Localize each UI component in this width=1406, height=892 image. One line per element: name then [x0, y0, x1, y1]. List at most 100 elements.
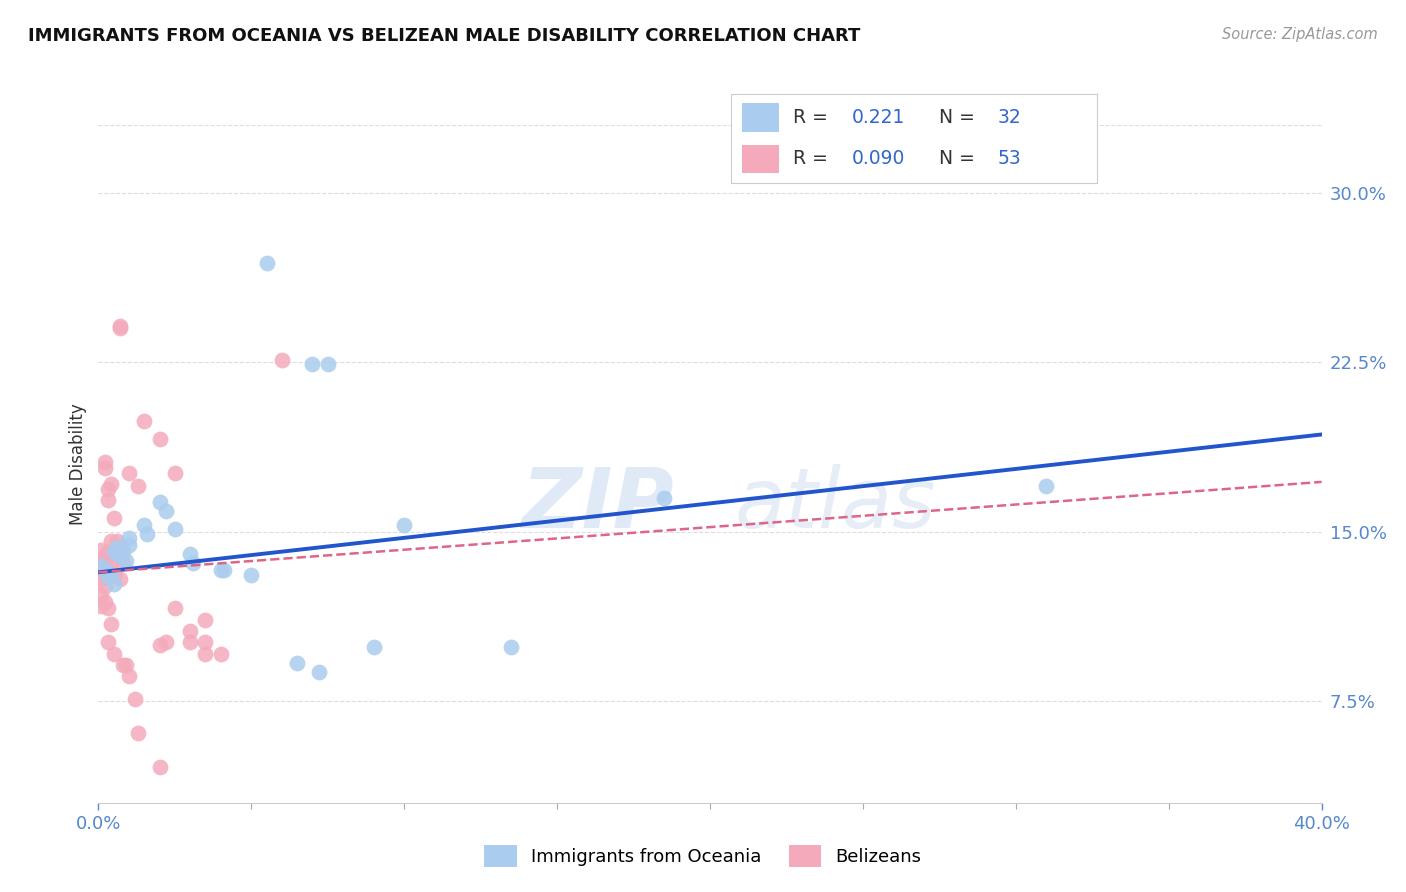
Point [90, 588, 112, 602]
Point [100, 567, 122, 582]
Point [118, 669, 141, 683]
Text: atlas: atlas [734, 464, 936, 545]
Text: N =: N = [939, 149, 981, 169]
Point [127, 725, 149, 739]
Point [93, 563, 115, 577]
Point [149, 759, 172, 773]
Text: 0.221: 0.221 [852, 108, 905, 128]
Point [149, 495, 172, 509]
Point [108, 549, 131, 564]
Point [105, 533, 128, 548]
Bar [742, 103, 779, 132]
Point [103, 567, 125, 582]
Point [181, 556, 204, 570]
Point [155, 635, 177, 649]
Point [90, 556, 112, 570]
Point [93, 595, 115, 609]
Point [100, 617, 122, 632]
Point [163, 522, 186, 536]
Point [285, 656, 308, 670]
Text: Source: ZipAtlas.com: Source: ZipAtlas.com [1222, 27, 1378, 42]
Point [97, 493, 120, 508]
Point [124, 691, 146, 706]
Point [209, 563, 232, 577]
Legend: Immigrants from Oceania, Belizeans: Immigrants from Oceania, Belizeans [477, 838, 929, 874]
Point [194, 647, 217, 661]
Point [118, 532, 141, 546]
Point [90, 542, 112, 557]
Point [134, 414, 156, 428]
Point [155, 504, 177, 518]
Point [97, 563, 120, 577]
Point [501, 640, 523, 654]
Point [103, 545, 125, 559]
Point [301, 358, 323, 372]
Point [97, 545, 120, 559]
Point [100, 477, 122, 491]
Point [105, 541, 128, 555]
Point [256, 256, 278, 270]
Text: 0.090: 0.090 [852, 149, 905, 169]
Point [97, 635, 120, 649]
Point [105, 549, 128, 564]
Point [108, 541, 131, 555]
Point [103, 511, 125, 525]
Point [194, 613, 217, 627]
Point [97, 482, 120, 496]
Text: R =: R = [793, 149, 834, 169]
Point [270, 352, 292, 367]
Point [103, 545, 125, 559]
Point [149, 638, 172, 652]
Text: IMMIGRANTS FROM OCEANIA VS BELIZEAN MALE DISABILITY CORRELATION CHART: IMMIGRANTS FROM OCEANIA VS BELIZEAN MALE… [28, 27, 860, 45]
Point [93, 567, 115, 582]
Point [652, 491, 675, 505]
Point [308, 665, 330, 679]
Text: 53: 53 [998, 149, 1022, 169]
Text: N =: N = [939, 108, 981, 128]
Point [127, 479, 149, 493]
Point [111, 556, 134, 570]
Point [134, 517, 156, 532]
Point [118, 538, 141, 552]
Point [93, 454, 115, 468]
Point [179, 635, 201, 649]
Point [90, 558, 112, 573]
Point [163, 601, 186, 615]
Point [90, 599, 112, 614]
Point [149, 432, 172, 446]
Point [316, 358, 339, 372]
Point [209, 647, 232, 661]
Point [118, 466, 141, 480]
Text: 32: 32 [998, 108, 1022, 128]
Text: R =: R = [793, 108, 834, 128]
Point [179, 624, 201, 638]
Point [108, 572, 131, 586]
Point [136, 527, 159, 541]
Point [93, 549, 115, 564]
Point [111, 657, 134, 672]
Point [97, 601, 120, 615]
Point [103, 647, 125, 661]
Point [103, 576, 125, 591]
Point [111, 545, 134, 559]
Point [179, 547, 201, 561]
Point [93, 579, 115, 593]
Point [392, 517, 416, 532]
Point [163, 466, 186, 480]
Text: ZIP: ZIP [520, 464, 673, 545]
Point [212, 563, 235, 577]
Point [97, 570, 120, 584]
Point [93, 461, 115, 475]
Point [108, 318, 131, 333]
Point [100, 556, 122, 570]
Y-axis label: Male Disability: Male Disability [69, 403, 87, 524]
Point [1035, 479, 1057, 493]
Point [90, 572, 112, 586]
Point [100, 533, 122, 548]
Bar [742, 145, 779, 173]
Point [240, 567, 263, 582]
Point [115, 657, 138, 672]
Point [90, 558, 112, 573]
Point [108, 321, 131, 335]
Point [194, 635, 217, 649]
